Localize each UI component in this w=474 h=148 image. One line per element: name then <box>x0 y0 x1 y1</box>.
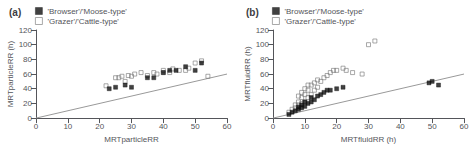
svg-text:50: 50 <box>191 122 200 131</box>
svg-text:(a): (a) <box>9 7 21 18</box>
svg-text:0: 0 <box>271 122 276 131</box>
svg-text:120: 120 <box>19 26 33 35</box>
svg-text:'Browser'/'Moose-type': 'Browser'/'Moose-type' <box>284 7 364 16</box>
svg-text:MRTfluidRR (h): MRTfluidRR (h) <box>243 46 252 102</box>
svg-text:60: 60 <box>260 70 269 79</box>
svg-text:100: 100 <box>256 40 270 49</box>
svg-text:20: 20 <box>95 122 104 131</box>
svg-text:10: 10 <box>300 122 309 131</box>
svg-text:'Browser'/'Moose-type': 'Browser'/'Moose-type' <box>47 7 127 16</box>
svg-text:80: 80 <box>23 55 32 64</box>
svg-text:50: 50 <box>428 122 437 131</box>
svg-text:30: 30 <box>127 122 136 131</box>
svg-text:80: 80 <box>260 55 269 64</box>
svg-text:20: 20 <box>23 99 32 108</box>
svg-text:60: 60 <box>460 122 469 131</box>
svg-text:40: 40 <box>159 122 168 131</box>
svg-text:MRTfluidRR (h): MRTfluidRR (h) <box>341 135 397 144</box>
svg-text:0: 0 <box>28 114 33 123</box>
svg-text:20: 20 <box>332 122 341 131</box>
svg-text:0: 0 <box>34 122 39 131</box>
svg-text:40: 40 <box>396 122 405 131</box>
svg-text:120: 120 <box>256 26 270 35</box>
svg-text:40: 40 <box>23 84 32 93</box>
svg-text:'Grazer'/'Cattle-type': 'Grazer'/'Cattle-type' <box>284 17 356 26</box>
svg-text:0: 0 <box>265 114 270 123</box>
svg-text:60: 60 <box>23 70 32 79</box>
svg-text:30: 30 <box>364 122 373 131</box>
svg-text:20: 20 <box>260 99 269 108</box>
svg-text:MRTparticleRR (h): MRTparticleRR (h) <box>6 40 15 107</box>
svg-text:'Grazer'/'Cattle-type': 'Grazer'/'Cattle-type' <box>47 17 119 26</box>
svg-text:(b): (b) <box>246 7 259 18</box>
svg-text:10: 10 <box>63 122 72 131</box>
svg-text:40: 40 <box>260 84 269 93</box>
svg-text:100: 100 <box>19 40 33 49</box>
svg-text:60: 60 <box>223 122 232 131</box>
svg-text:MRTparticleRR: MRTparticleRR <box>104 135 159 144</box>
